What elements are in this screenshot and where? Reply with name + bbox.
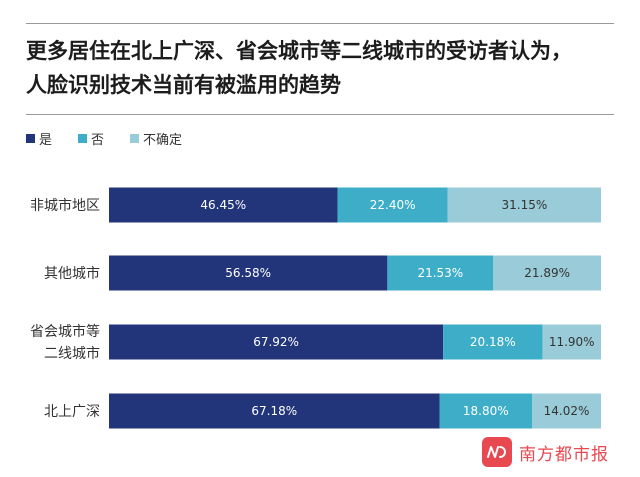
legend-item-yes: 是	[26, 129, 52, 148]
bar-segment-no	[443, 324, 543, 360]
legend-label-no: 否	[91, 132, 105, 148]
bar-segment-yes	[109, 187, 338, 223]
chart-title-line-2: 人脸识别技术当前有被滥用的趋势	[26, 73, 341, 97]
brand-logo: 南方都市报	[482, 437, 609, 467]
legend-swatch-no	[78, 133, 88, 143]
data-label-unsure: 31.15%	[501, 198, 547, 212]
bar-segment-yes	[109, 324, 444, 360]
data-label-no: 21.53%	[417, 266, 463, 280]
bar-segment-unsure	[542, 324, 601, 360]
legend-swatch-yes	[26, 133, 35, 143]
data-label-no: 22.40%	[370, 198, 416, 212]
brand-logo-icon	[482, 437, 512, 467]
bar-segment-yes	[109, 393, 440, 429]
data-label-yes: 67.18%	[251, 404, 297, 418]
legend-item-unsure: 不确定	[130, 129, 182, 148]
bar-segment-unsure	[532, 393, 601, 429]
legend-label-yes: 是	[39, 132, 53, 148]
top-rule	[26, 23, 614, 24]
chart-title: 更多居住在北上广深、省会城市等二线城市的受访者认为， 人脸识别技术当前有被滥用的…	[26, 34, 616, 102]
bar-segment-no	[387, 255, 494, 291]
category-label: 其他城市	[44, 265, 100, 282]
bar-segment-unsure	[447, 187, 601, 223]
data-label-unsure: 21.89%	[524, 266, 570, 280]
data-label-no: 18.80%	[463, 404, 509, 418]
bar-segment-unsure	[493, 255, 601, 291]
data-label-yes: 67.92%	[253, 335, 299, 349]
category-label: 北上广深	[44, 404, 100, 420]
data-label-yes: 46.45%	[200, 198, 246, 212]
legend-swatch-unsure	[130, 133, 140, 143]
legend: 是 否 不确定	[26, 129, 208, 148]
legend-label-unsure: 不确定	[143, 132, 183, 148]
brand-name: 南方都市报	[519, 444, 609, 465]
bar-segment-no	[337, 187, 448, 223]
data-label-no: 20.18%	[470, 335, 516, 349]
data-label-unsure: 11.90%	[549, 335, 595, 349]
title-divider	[26, 114, 614, 115]
category-label: 非城市地区	[30, 197, 100, 214]
chart-title-line-1: 更多居住在北上广深、省会城市等二线城市的受访者认为，	[26, 39, 572, 63]
category-label: 省会城市等二线城市	[30, 323, 100, 362]
data-label-unsure: 14.02%	[544, 404, 590, 418]
bar-segment-no	[439, 393, 533, 429]
legend-item-no: 否	[78, 129, 104, 148]
bar-segment-yes	[109, 255, 388, 291]
data-label-yes: 56.58%	[225, 266, 271, 280]
